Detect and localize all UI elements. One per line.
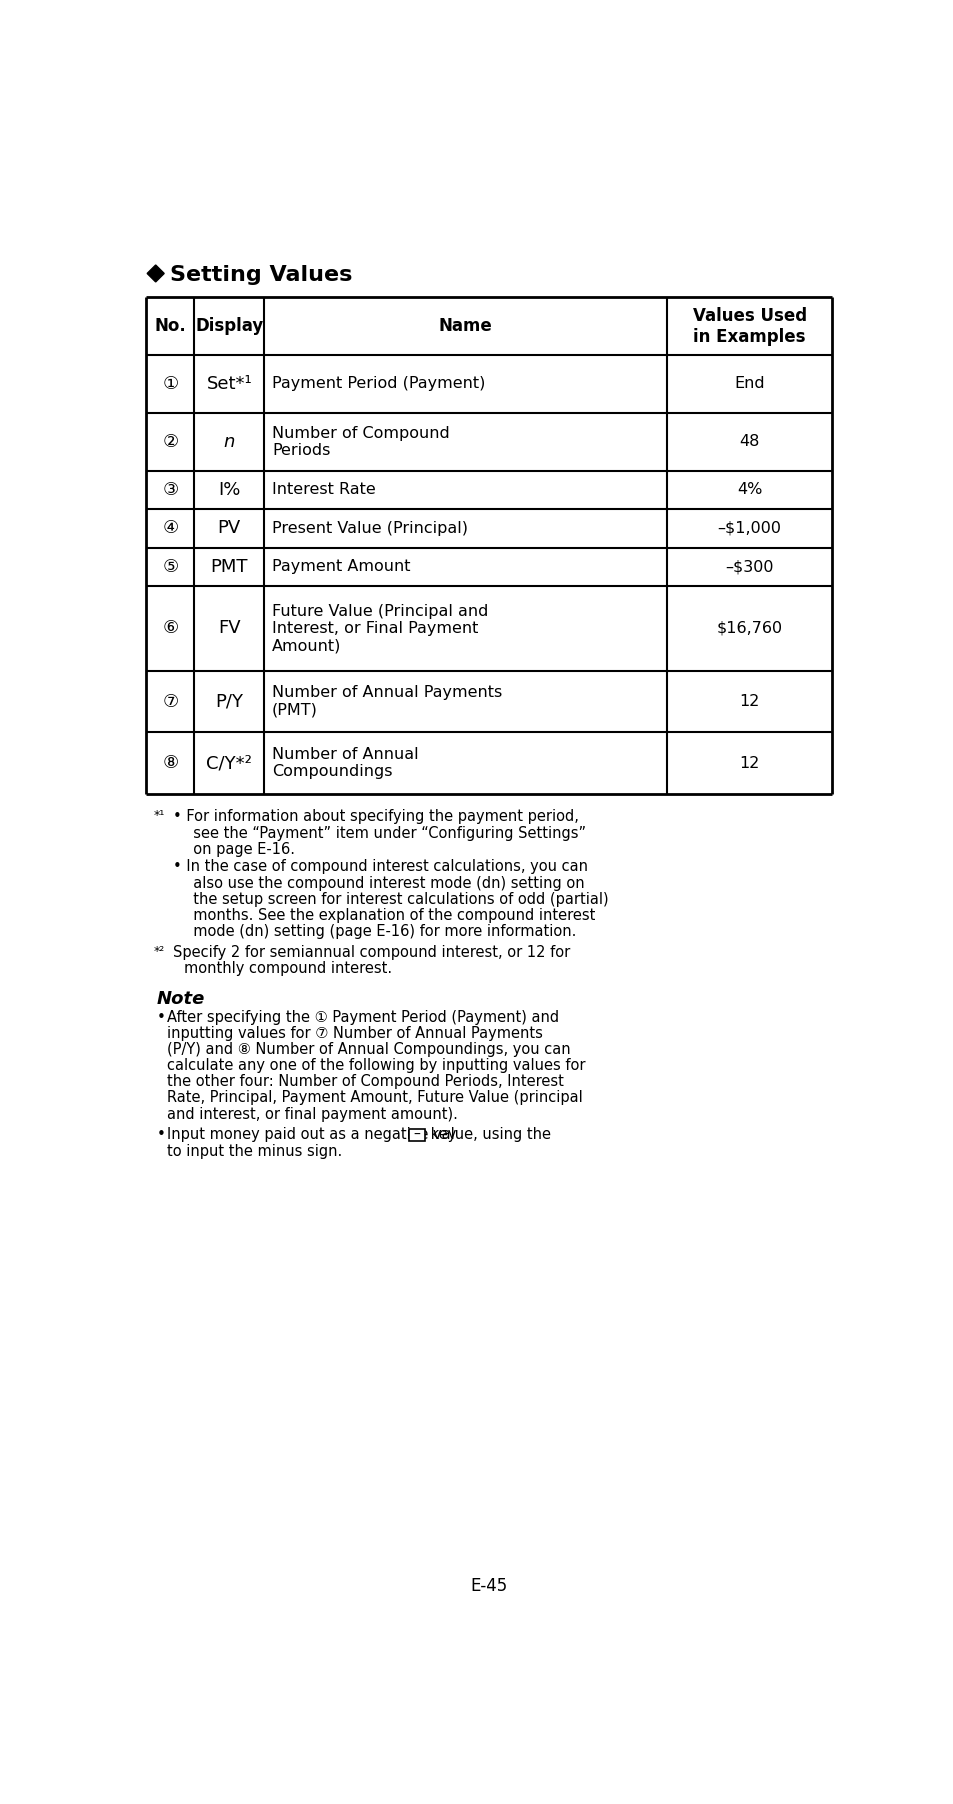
Text: Specify 2 for semiannual compound interest, or 12 for: Specify 2 for semiannual compound intere… <box>173 945 570 960</box>
Text: months. See the explanation of the compound interest: months. See the explanation of the compo… <box>184 907 595 924</box>
Text: on page E-16.: on page E-16. <box>184 842 295 857</box>
Text: –$1,000: –$1,000 <box>717 521 781 536</box>
Text: 12: 12 <box>739 695 760 709</box>
Text: ⑥: ⑥ <box>162 619 178 637</box>
Text: PMT: PMT <box>211 557 248 575</box>
Text: ②: ② <box>162 433 178 451</box>
Text: Future Value (Principal and
Interest, or Final Payment
Amount): Future Value (Principal and Interest, or… <box>272 604 488 653</box>
Text: ①: ① <box>162 375 178 393</box>
Text: After specifying the ① Payment Period (Payment) and: After specifying the ① Payment Period (P… <box>167 1010 558 1025</box>
Text: (P/Y) and ⑧ Number of Annual Compoundings, you can: (P/Y) and ⑧ Number of Annual Compounding… <box>167 1043 570 1057</box>
Text: ⑧: ⑧ <box>162 754 178 772</box>
Text: Name: Name <box>438 318 492 336</box>
Text: •: • <box>156 1010 165 1025</box>
Text: ④: ④ <box>162 520 178 538</box>
Text: Values Used
in Examples: Values Used in Examples <box>692 307 806 346</box>
Text: FV: FV <box>217 619 240 637</box>
Text: Number of Annual
Compoundings: Number of Annual Compoundings <box>272 747 418 779</box>
Text: C/Y*²: C/Y*² <box>206 754 252 772</box>
Text: Payment Period (Payment): Payment Period (Payment) <box>272 377 485 391</box>
Text: –: – <box>413 1128 420 1142</box>
Text: monthly compound interest.: monthly compound interest. <box>184 962 392 976</box>
Text: 48: 48 <box>739 435 760 449</box>
Text: Set*¹: Set*¹ <box>206 375 252 393</box>
Text: P/Y: P/Y <box>215 693 243 711</box>
Text: Number of Annual Payments
(PMT): Number of Annual Payments (PMT) <box>272 686 501 718</box>
Text: Note: Note <box>156 990 205 1008</box>
Text: •: • <box>156 1128 165 1142</box>
Text: *²: *² <box>153 945 165 958</box>
Polygon shape <box>147 265 164 281</box>
Text: E-45: E-45 <box>470 1577 507 1595</box>
Text: –$300: –$300 <box>724 559 773 574</box>
Text: Interest Rate: Interest Rate <box>272 482 375 498</box>
Text: Input money paid out as a negative value, using the: Input money paid out as a negative value… <box>167 1128 556 1142</box>
Text: inputting values for ⑦ Number of Annual Payments: inputting values for ⑦ Number of Annual … <box>167 1026 542 1041</box>
Text: • For information about specifying the payment period,: • For information about specifying the p… <box>173 810 578 824</box>
Text: also use the compound interest mode (dn) setting on: also use the compound interest mode (dn)… <box>184 875 584 891</box>
Text: ⑦: ⑦ <box>162 693 178 711</box>
Text: mode (dn) setting (page E-16) for more information.: mode (dn) setting (page E-16) for more i… <box>184 924 577 940</box>
Text: Display: Display <box>195 318 263 336</box>
Text: • In the case of compound interest calculations, you can: • In the case of compound interest calcu… <box>173 859 588 875</box>
Text: Payment Amount: Payment Amount <box>272 559 410 574</box>
Text: the setup screen for interest calculations of odd (partial): the setup screen for interest calculatio… <box>184 891 608 907</box>
Text: see the “Payment” item under “Configuring Settings”: see the “Payment” item under “Configurin… <box>184 826 586 841</box>
Text: and interest, or final payment amount).: and interest, or final payment amount). <box>167 1106 457 1122</box>
Text: to input the minus sign.: to input the minus sign. <box>167 1144 342 1158</box>
Text: 12: 12 <box>739 756 760 770</box>
Text: key: key <box>426 1128 456 1142</box>
FancyBboxPatch shape <box>409 1129 424 1142</box>
Text: I%: I% <box>218 482 240 500</box>
Text: *¹: *¹ <box>153 810 165 823</box>
Text: PV: PV <box>217 520 241 538</box>
Text: ③: ③ <box>162 482 178 500</box>
Text: Number of Compound
Periods: Number of Compound Periods <box>272 426 449 458</box>
Text: the other four: Number of Compound Periods, Interest: the other four: Number of Compound Perio… <box>167 1073 563 1090</box>
Text: End: End <box>734 377 764 391</box>
Text: 4%: 4% <box>737 482 761 498</box>
Text: calculate any one of the following by inputting values for: calculate any one of the following by in… <box>167 1059 585 1073</box>
Text: Present Value (Principal): Present Value (Principal) <box>272 521 467 536</box>
Text: ⑤: ⑤ <box>162 557 178 575</box>
Text: No.: No. <box>154 318 186 336</box>
Text: Setting Values: Setting Values <box>171 265 353 285</box>
Text: Rate, Principal, Payment Amount, Future Value (principal: Rate, Principal, Payment Amount, Future … <box>167 1090 582 1106</box>
Text: $16,760: $16,760 <box>716 621 782 637</box>
Text: n: n <box>223 433 234 451</box>
